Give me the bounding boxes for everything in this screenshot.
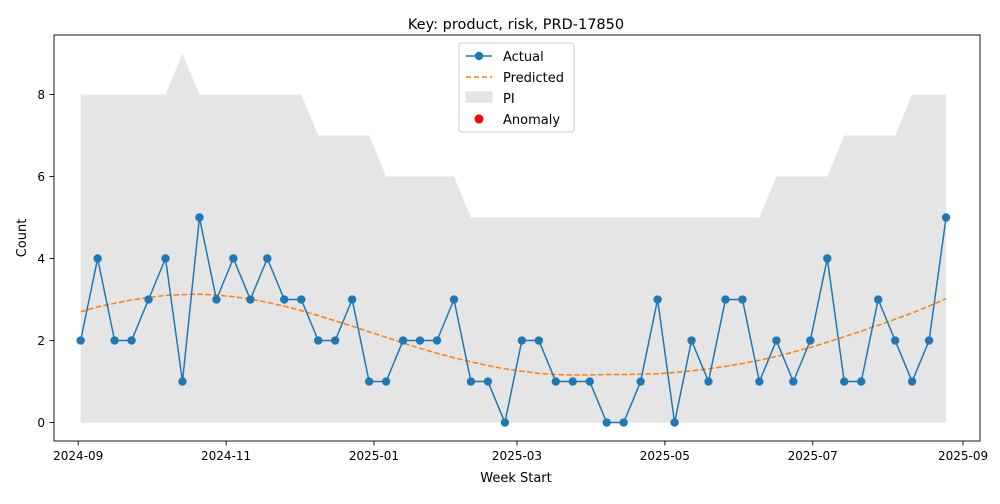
legend: Actual Predicted PI Anomaly (458, 42, 575, 133)
actual-point (823, 254, 832, 263)
x-tick-label: 2025-03 (492, 449, 542, 463)
y-tick-label: 0 (37, 416, 45, 430)
actual-point (110, 336, 119, 345)
actual-point (755, 377, 764, 386)
x-tick-label: 2025-01 (349, 449, 399, 463)
actual-point (415, 336, 425, 345)
actual-point (195, 213, 204, 222)
actual-point (263, 254, 272, 263)
actual-point (721, 295, 730, 304)
actual-point (789, 377, 798, 386)
actual-line (79, 217, 947, 426)
prediction-interval-band (80, 53, 947, 423)
prediction-interval-layer (80, 53, 947, 423)
actual-point (585, 377, 594, 386)
actual-point (687, 336, 696, 345)
y-axis-label: Count (15, 219, 30, 258)
y-axis: 0 2 4 6 8 (37, 88, 54, 430)
actual-point (857, 377, 866, 386)
chart-title: Key: product, risk, PRD-17850 (408, 17, 624, 33)
actual-point (907, 377, 917, 386)
y-tick-label: 2 (37, 334, 45, 348)
actual-point (873, 295, 883, 304)
actual-point (178, 377, 187, 386)
actual-point (381, 377, 391, 386)
actual-point (602, 418, 611, 427)
actual-point (398, 336, 408, 345)
actual-point (144, 295, 153, 304)
actual-point (161, 254, 170, 263)
actual-point (619, 418, 628, 427)
y-tick-label: 8 (37, 88, 45, 102)
actual-series-layer (76, 213, 951, 427)
legend-anomaly-marker (474, 114, 484, 124)
legend-predicted-label: Predicted (503, 71, 564, 86)
actual-point (127, 336, 136, 345)
actual-point (806, 336, 815, 345)
actual-point (246, 295, 255, 304)
actual-point (517, 336, 527, 345)
actual-point (432, 336, 442, 345)
predicted-line (80, 293, 947, 376)
actual-point (772, 336, 781, 345)
x-tick-label: 2025-05 (640, 449, 690, 463)
actual-point (314, 336, 323, 345)
actual-point (941, 213, 951, 222)
actual-point (551, 377, 560, 386)
actual-point (280, 295, 289, 304)
x-axis-label: Week Start (480, 471, 552, 486)
actual-point (636, 377, 645, 386)
legend-anomaly-label: Anomaly (503, 113, 560, 128)
legend-frame (458, 42, 575, 133)
actual-point (534, 336, 544, 345)
actual-point (347, 295, 357, 304)
actual-point (890, 336, 900, 345)
predicted-line-layer (80, 293, 947, 376)
legend-pi-swatch (465, 91, 493, 103)
actual-point (738, 295, 747, 304)
x-tick-label: 2024-11 (201, 449, 251, 463)
x-axis: 2024-09 2024-11 2025-01 2025-03 2025-05 2025-… (53, 441, 988, 463)
actual-point (466, 377, 476, 386)
actual-point (449, 295, 459, 304)
actual-point (212, 295, 221, 304)
actual-point (924, 336, 934, 345)
actual-point (330, 336, 340, 345)
actual-point (364, 377, 374, 386)
y-tick-label: 4 (37, 252, 45, 266)
x-tick-label: 2025-07 (788, 449, 838, 463)
x-tick-label: 2025-09 (938, 449, 988, 463)
actual-point (653, 295, 662, 304)
legend-actual-label: Actual (503, 50, 544, 65)
y-tick-label: 6 (37, 170, 45, 184)
legend-actual-marker (474, 51, 484, 61)
x-tick-label: 2024-09 (53, 449, 103, 463)
actual-point (93, 254, 102, 263)
actual-point (500, 418, 510, 427)
actual-point (297, 295, 306, 304)
actual-point (840, 377, 849, 386)
actual-point (704, 377, 713, 386)
actual-point (483, 377, 493, 386)
actual-point (76, 336, 85, 345)
legend-pi-label: PI (503, 92, 515, 107)
actual-point (568, 377, 577, 386)
actual-point (670, 418, 679, 427)
actual-point (229, 254, 238, 263)
